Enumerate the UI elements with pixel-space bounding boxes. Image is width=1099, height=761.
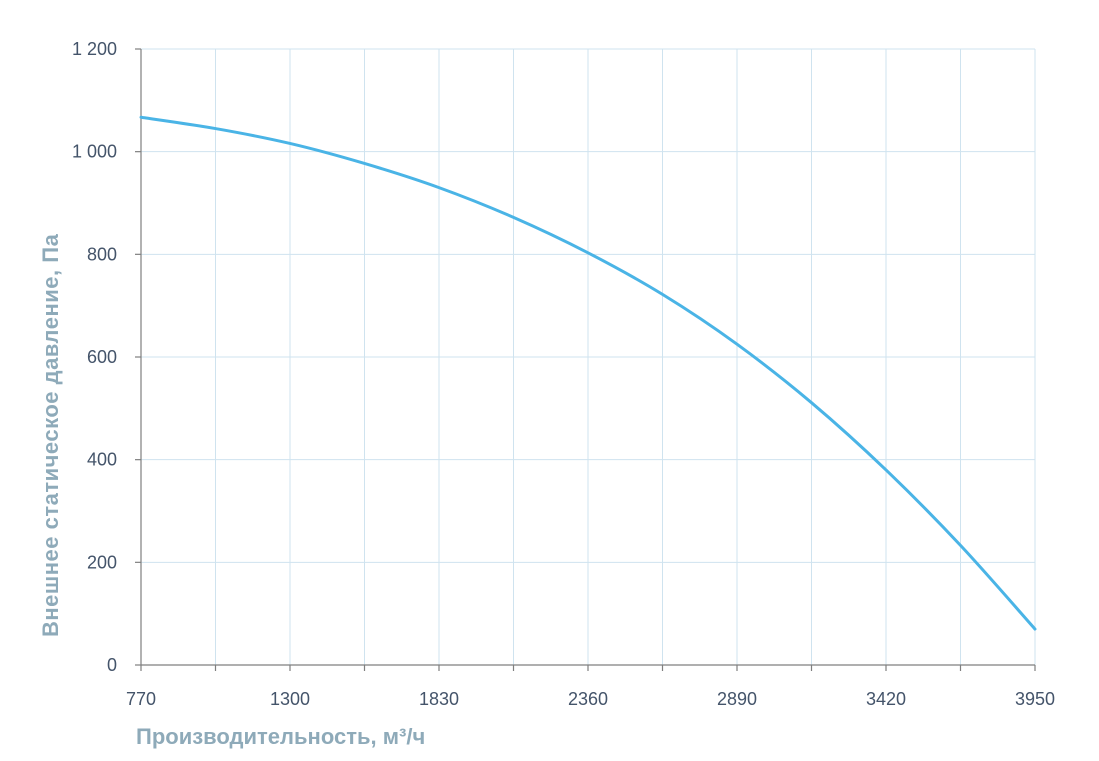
y-tick-label: 600 (87, 347, 117, 367)
series-group (139, 115, 1037, 631)
y-tick-label: 0 (107, 655, 117, 675)
x-tick-label: 770 (126, 689, 156, 709)
x-tick-label: 1300 (270, 689, 310, 709)
series-line (139, 115, 1037, 631)
axes (135, 48, 1036, 671)
x-tick-label: 3420 (866, 689, 906, 709)
y-axis-title: Внешнее статическое давление, Па (38, 233, 63, 637)
y-tick-labels: 0 200 400 600 800 1 000 1 200 (72, 39, 117, 675)
y-tick-label: 800 (87, 244, 117, 264)
gridlines (141, 48, 1036, 665)
x-tick-label: 1830 (419, 689, 459, 709)
x-tick-labels: 770 1300 1830 2360 2890 3420 3950 (126, 689, 1055, 709)
y-tick-label: 1 200 (72, 39, 117, 59)
x-axis-title: Производительность, м³/ч (136, 724, 425, 749)
x-tick-label: 3950 (1015, 689, 1055, 709)
y-tick-label: 1 000 (72, 142, 117, 162)
y-tick-label: 200 (87, 552, 117, 572)
y-tick-label: 400 (87, 450, 117, 470)
x-tick-label: 2360 (568, 689, 608, 709)
x-tick-label: 2890 (717, 689, 757, 709)
